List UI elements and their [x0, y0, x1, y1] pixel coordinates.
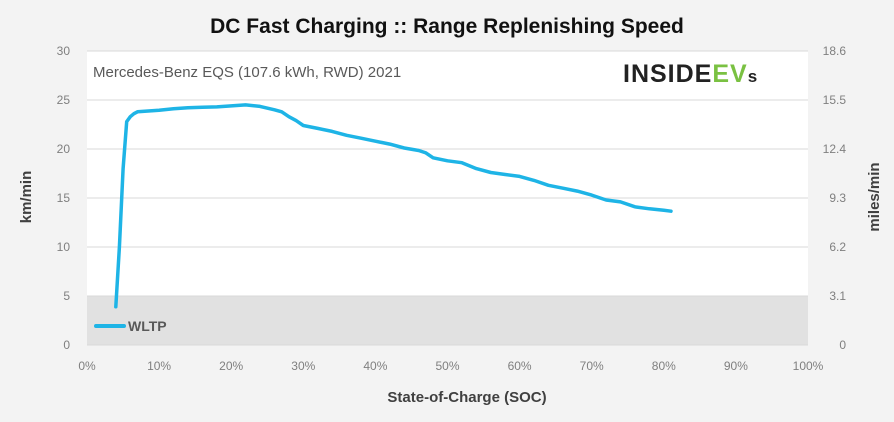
series-line-wltp: [114, 103, 673, 309]
brand-logo-tail: s: [748, 67, 758, 86]
y2-tick-label: 18.6: [823, 44, 847, 58]
y2-tick-label: 15.5: [823, 93, 847, 107]
y-tick-label: 20: [57, 142, 71, 156]
y-tick-label: 25: [57, 93, 71, 107]
brand-logo-main: INSIDE: [623, 60, 712, 88]
chart-title: DC Fast Charging :: Range Replenishing S…: [210, 15, 684, 38]
y2-tick-label: 9.3: [829, 191, 846, 205]
x-tick-label: 70%: [580, 359, 604, 373]
x-tick-label: 40%: [363, 359, 387, 373]
x-tick-label: 60%: [508, 359, 532, 373]
brand-logo: INSIDEEVs: [623, 60, 758, 88]
brand-logo-accent: EV: [712, 60, 747, 88]
y2-axis-label: miles/min: [866, 162, 883, 231]
y2-tick-label: 12.4: [823, 142, 847, 156]
y-tick-label: 5: [63, 289, 70, 303]
x-tick-label: 30%: [291, 359, 315, 373]
grid-lines: [87, 50, 808, 346]
y-tick-label: 30: [57, 44, 71, 58]
y2-tick-label: 6.2: [829, 240, 846, 254]
chart-subtitle: Mercedes-Benz EQS (107.6 kWh, RWD) 2021: [93, 64, 401, 81]
x-tick-label: 80%: [652, 359, 676, 373]
x-axis-label: State-of-Charge (SOC): [387, 389, 546, 406]
x-tick-label: 0%: [78, 359, 96, 373]
y2-tick-label: 3.1: [829, 289, 846, 303]
x-tick-label: 50%: [435, 359, 459, 373]
shaded-band: [87, 296, 808, 345]
x-tick-label: 90%: [724, 359, 748, 373]
legend-label-wltp: WLTP: [128, 318, 167, 334]
y-tick-label: 0: [63, 338, 70, 352]
y-axis-label: km/min: [18, 171, 35, 224]
x-tick-label: 20%: [219, 359, 243, 373]
y-tick-label: 10: [57, 240, 71, 254]
x-tick-label: 100%: [793, 359, 824, 373]
y2-tick-label: 0: [839, 338, 846, 352]
series-layer: [114, 103, 673, 309]
legend: WLTP: [94, 318, 167, 334]
x-tick-label: 10%: [147, 359, 171, 373]
y-tick-label: 15: [57, 191, 71, 205]
tick-labels: 0 0 5 3.1 10 6.2 15 9.3 20 12.4 25 15.5 30 18.6 0% 10% 2…: [57, 44, 847, 373]
